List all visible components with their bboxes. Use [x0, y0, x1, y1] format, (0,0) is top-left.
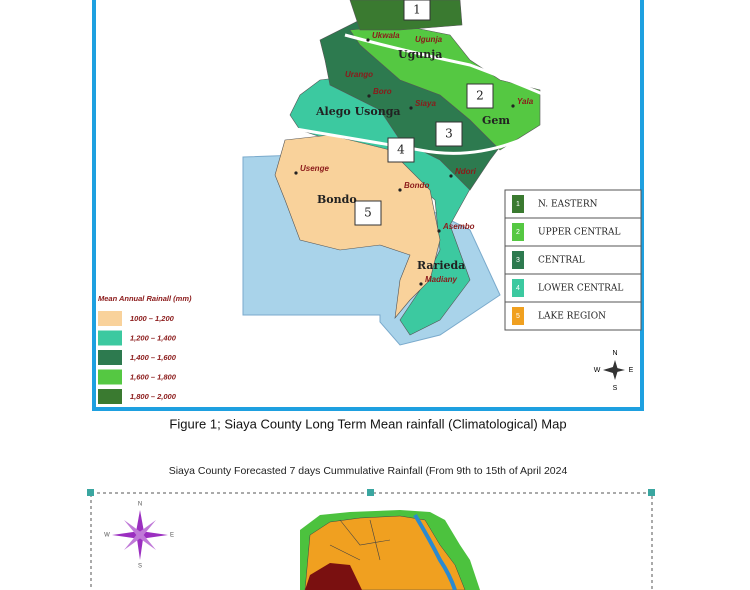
zone-number: 3	[516, 257, 520, 264]
place-label: Bondo	[317, 193, 357, 206]
compass-label: N	[138, 502, 142, 508]
zone-name: LOWER CENTRAL	[538, 284, 623, 294]
zone-swatch	[512, 223, 524, 241]
place-marker	[511, 104, 515, 108]
zone-name: CENTRAL	[538, 256, 585, 266]
image-frame	[90, 492, 653, 590]
legend-swatch	[98, 311, 122, 326]
place-label: Yala	[517, 97, 534, 106]
place-label: Asembo	[442, 222, 475, 231]
place-label: Usenge	[300, 164, 329, 173]
zone-name: LAKE REGION	[538, 312, 606, 322]
compass: N W E S	[594, 350, 634, 392]
compass-rose: N W E S	[104, 502, 174, 570]
place-marker	[437, 229, 441, 233]
zone-name: UPPER CENTRAL	[538, 228, 621, 238]
place-marker	[409, 106, 413, 110]
place-label: Ugunja	[415, 35, 443, 44]
legend-title: Mean Annual Rainall (mm)	[98, 294, 192, 303]
legend-label: 1,800 – 2,000	[130, 392, 177, 401]
legend-swatch	[98, 369, 122, 385]
place-label: Ugunja	[398, 48, 442, 61]
legend-label: 1,400 – 1,600	[130, 353, 177, 362]
place-label: Bondo	[404, 181, 429, 190]
compass-label: N	[612, 350, 617, 357]
place-marker	[366, 38, 370, 42]
legend-swatch	[98, 389, 122, 404]
compass-label: E	[629, 367, 634, 374]
place-label: Ndori	[455, 167, 477, 176]
zone-number: 5	[364, 206, 372, 220]
place-marker	[449, 174, 453, 178]
legend-swatch	[98, 330, 122, 346]
compass-label: E	[170, 533, 174, 539]
place-marker	[398, 188, 402, 192]
zone-number: 1	[516, 201, 520, 208]
zone-swatch	[512, 279, 524, 297]
place-label: Siaya	[415, 99, 436, 108]
lake-region-zone	[274, 134, 441, 319]
zone-boundary	[344, 33, 546, 97]
place-label: Rarieda	[417, 259, 465, 272]
place-label: Ukwala	[372, 31, 400, 40]
place-label: Gem	[482, 114, 510, 127]
legend-swatch	[98, 350, 122, 365]
zone-number: 4	[397, 143, 405, 157]
place-label: Alego Usonga	[315, 105, 401, 118]
zone-number: 5	[516, 313, 520, 320]
upper-central-zone	[349, 24, 541, 151]
legend-label: 1000 – 1,200	[130, 314, 175, 323]
legend: 1000 – 1,200 1,200 – 1,400 1,400 – 1,600 1,…	[98, 311, 177, 404]
place-label: Urango	[345, 70, 373, 79]
zone-number: 2	[476, 89, 484, 103]
compass-label: S	[613, 385, 618, 392]
compass-label: S	[138, 564, 142, 570]
zone-swatch	[512, 251, 524, 269]
forecast-map	[300, 510, 480, 590]
zone-legend-box	[504, 189, 642, 331]
zone-number: 2	[516, 229, 520, 236]
place-marker	[367, 94, 371, 98]
place-marker	[419, 282, 423, 286]
zone-boundary	[289, 126, 521, 155]
zone-number: 4	[516, 285, 520, 292]
zone-number: 3	[445, 127, 453, 141]
place-label: Boro	[373, 87, 392, 96]
legend-label: 1,600 – 1,800	[130, 372, 177, 381]
zone-boxes: 1 2 3 4 5	[354, 0, 494, 226]
compass-label: W	[594, 367, 601, 374]
figure-title: Siaya County Forecasted 7 days Cummulati…	[169, 465, 568, 477]
place-marker	[294, 171, 298, 175]
compass-label: W	[104, 533, 110, 539]
zone-swatch	[512, 195, 524, 213]
zone-swatch	[512, 307, 524, 325]
zone-number: 1	[413, 3, 421, 17]
place-label: Madiany	[425, 275, 458, 284]
selection-handles	[87, 489, 655, 496]
zone-legend: 1 N. EASTERN 2 UPPER CENTRAL 3 CENTRAL 4 LOWER …	[504, 189, 642, 331]
caption: Figure 1; Siaya County Long Term Mean ra…	[169, 416, 566, 431]
zone-name: N. EASTERN	[538, 200, 598, 210]
legend-label: 1,200 – 1,400	[130, 333, 177, 342]
